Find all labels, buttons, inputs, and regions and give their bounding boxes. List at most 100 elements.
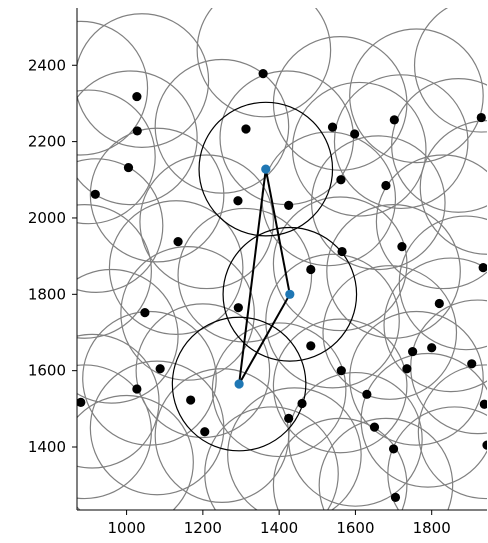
- data-point: [306, 341, 316, 351]
- range-circle: [391, 78, 487, 213]
- range-circle: [227, 387, 362, 510]
- range-circle: [135, 303, 271, 439]
- data-point: [381, 180, 391, 191]
- data-point: [297, 398, 307, 409]
- data-point: [479, 399, 487, 409]
- range-circle: [204, 406, 339, 510]
- x-tick-label: 1000: [107, 519, 145, 537]
- range-circle: [419, 120, 487, 255]
- data-point: [186, 395, 196, 405]
- range-circle: [349, 310, 484, 446]
- data-point: [132, 126, 142, 136]
- x-axis-ticks: 1000 1200 1400 1600 1800: [107, 510, 451, 537]
- data-point: [482, 440, 487, 450]
- data-point: [284, 200, 294, 210]
- highlight-circle: [171, 316, 307, 452]
- x-tick-label: 1800: [413, 519, 451, 537]
- data-point: [397, 241, 407, 252]
- path-segment: [238, 168, 267, 385]
- data-point: [284, 413, 294, 423]
- range-circle: [318, 417, 454, 510]
- range-circle: [120, 245, 255, 381]
- data-point: [478, 262, 487, 273]
- data-point: [390, 492, 401, 503]
- data-point: [233, 196, 243, 206]
- range-circle: [272, 196, 408, 332]
- x-tick-label: 1400: [260, 519, 298, 537]
- y-tick-label: 1800: [28, 285, 66, 303]
- range-circle: [89, 360, 225, 496]
- range-circle: [413, 8, 487, 133]
- y-tick-label: 1400: [28, 438, 66, 456]
- data-point: [233, 303, 243, 313]
- range-circle: [77, 268, 179, 404]
- data-point: [362, 389, 372, 399]
- highlight-point: [285, 289, 295, 299]
- data-point: [241, 124, 251, 134]
- data-point: [140, 308, 150, 318]
- path-segment: [238, 293, 291, 385]
- data-point: [132, 91, 142, 102]
- data-point: [173, 237, 183, 247]
- highlight-point: [234, 379, 244, 389]
- range-circle: [349, 28, 484, 164]
- range-circle: [139, 154, 275, 290]
- data-point: [434, 298, 444, 309]
- highlight-point: [261, 164, 271, 174]
- range-circle: [322, 265, 458, 400]
- y-tick-label: 2400: [28, 56, 66, 74]
- data-point: [336, 175, 346, 185]
- highlight-circle: [222, 226, 358, 362]
- x-tick-label: 1200: [184, 519, 222, 537]
- range-circle: [154, 58, 290, 194]
- data-point: [258, 69, 268, 79]
- y-axis-ticks: 1400 1600 1800 2000 2200 2400: [28, 56, 77, 456]
- data-point: [77, 397, 86, 407]
- data-point: [402, 364, 412, 374]
- data-point: [336, 366, 346, 376]
- range-circle: [82, 310, 217, 446]
- range-circle: [360, 352, 487, 488]
- data-point: [389, 115, 399, 125]
- data-point: [350, 129, 360, 139]
- range-circle: [196, 8, 332, 118]
- range-circle: [383, 257, 487, 393]
- range-circle: [272, 318, 408, 454]
- y-tick-label: 2200: [28, 133, 66, 151]
- data-point: [90, 189, 100, 199]
- range-circle: [288, 371, 423, 507]
- range-circle: [89, 127, 225, 263]
- range-circle: [77, 394, 194, 510]
- highlight-points: [234, 164, 295, 389]
- highlight-circles: [171, 101, 358, 452]
- range-circle: [333, 74, 469, 210]
- data-point: [306, 264, 316, 275]
- data-point: [132, 384, 142, 394]
- range-circle: [77, 333, 160, 469]
- data-point: [327, 122, 338, 132]
- data-point: [369, 422, 380, 432]
- data-point: [123, 162, 134, 173]
- connection-path: [238, 168, 291, 385]
- range-circle: [77, 364, 152, 500]
- data-point: [337, 246, 347, 257]
- path-segment: [264, 168, 291, 295]
- data-point: [467, 359, 477, 369]
- range-circle: [77, 70, 198, 206]
- data-point: [155, 364, 165, 374]
- range-circle: [77, 158, 164, 293]
- range-circle: [77, 20, 149, 156]
- data-point: [408, 346, 418, 357]
- data-point: [476, 112, 486, 123]
- range-circle: [291, 81, 427, 217]
- range-circle: [375, 154, 487, 290]
- y-tick-label: 1600: [28, 362, 66, 380]
- range-circle: [77, 204, 152, 339]
- range-circle: [326, 204, 461, 339]
- range-circle: [108, 200, 244, 335]
- range-circle: [417, 364, 487, 500]
- data-point: [388, 444, 399, 454]
- y-tick-label: 2000: [28, 209, 66, 227]
- data-point: [200, 427, 210, 437]
